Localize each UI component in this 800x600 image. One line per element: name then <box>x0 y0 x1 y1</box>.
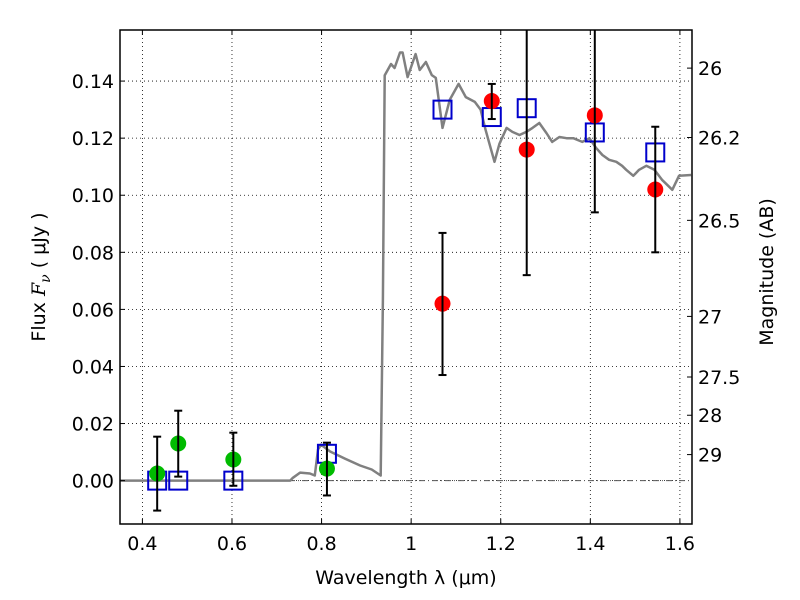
y-axis-label-symbol: F <box>28 282 50 297</box>
y-tick-label: 0.12 <box>72 128 114 150</box>
y-tick-label: 0.02 <box>72 414 114 436</box>
y-tick-label: 0.06 <box>72 299 114 321</box>
right-tick-label: 26 <box>698 58 722 80</box>
grid <box>120 30 692 524</box>
y-axis-label-suffix: ( μJy ) <box>28 212 50 274</box>
x-axis: 0.4 0.6 0.8 1 1.2 1.4 1.6 <box>127 30 695 555</box>
x-axis-label: Wavelength λ (μm) <box>315 567 496 589</box>
y-axis-right: 26 26.2 26.5 27 27.5 28 29 <box>687 58 740 467</box>
x-tick-label: 1 <box>405 533 417 555</box>
x-tick-label: 1.2 <box>486 533 516 555</box>
x-tick-label: 1.4 <box>575 533 605 555</box>
model-spectrum-line <box>120 51 692 482</box>
y-axis-label-prefix: Flux <box>28 296 50 342</box>
right-tick-label: 29 <box>698 445 722 467</box>
right-tick-label: 28 <box>698 405 722 427</box>
y-axis-left: 0.00 0.02 0.04 0.06 0.08 0.10 0.12 0.14 <box>72 71 125 493</box>
y-axis-label: Flux Fν ( μJy ) <box>28 212 54 341</box>
y-tick-label: 0.14 <box>72 71 114 93</box>
x-tick-label: 0.8 <box>306 533 336 555</box>
y-tick-label: 0.00 <box>72 471 114 493</box>
x-tick-label: 0.6 <box>217 533 247 555</box>
x-tick-label: 0.4 <box>127 533 157 555</box>
y-tick-label: 0.08 <box>72 242 114 264</box>
y-axis-right-label: Magnitude (AB) <box>756 198 778 346</box>
right-tick-label: 26.2 <box>698 128 740 150</box>
model-photometry-square <box>432 99 453 120</box>
plot-frame <box>119 29 693 525</box>
x-tick-label: 1.6 <box>665 533 695 555</box>
y-tick-label: 0.04 <box>72 356 114 378</box>
y-axis-label-subscript: ν <box>38 274 54 283</box>
right-tick-label: 27 <box>698 306 722 328</box>
y-tick-label: 0.10 <box>72 185 114 207</box>
right-tick-label: 26.5 <box>698 210 740 232</box>
right-tick-label: 27.5 <box>698 367 740 389</box>
plot-area <box>120 30 692 512</box>
